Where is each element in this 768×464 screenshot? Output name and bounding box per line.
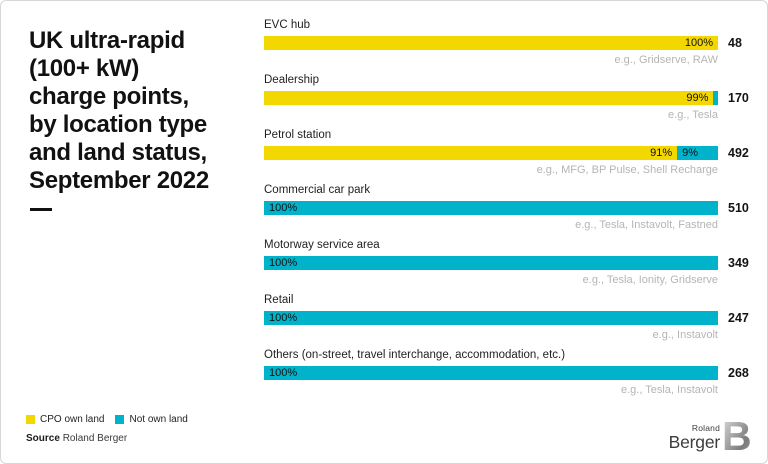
logo-wordmark: Roland Berger	[668, 423, 721, 452]
bar-row: EVC hub 100% 48 e.g., Gridserve, RAW	[264, 18, 764, 73]
bar-examples-text: e.g., Tesla	[668, 109, 718, 121]
segment-not-own-land: 100%	[264, 311, 718, 325]
legend-label: CPO own land	[40, 414, 105, 425]
bar-total-count: 510	[728, 201, 749, 215]
title-line: (100+ kW)	[29, 55, 140, 82]
bar-examples-text: e.g., Gridserve, RAW	[614, 54, 718, 66]
stacked-bar: 100%	[264, 201, 718, 215]
logo-mark-letter: B	[724, 418, 752, 454]
source-line: Source Roland Berger	[26, 432, 127, 445]
bar-total-count: 268	[728, 366, 749, 380]
title-line: and land status,	[29, 139, 207, 166]
logo-berger-text: Berger	[668, 431, 721, 452]
legend-swatch-blue	[115, 415, 125, 424]
logo-roland-text: Roland	[691, 423, 720, 433]
source-label: Source	[26, 433, 60, 444]
stacked-bar: 100%	[264, 366, 718, 380]
title-line: September 2022	[29, 167, 209, 194]
stacked-bar: 91% 9%	[264, 146, 718, 160]
bar-total-count: 48	[728, 36, 742, 50]
segment-percent-label: 100%	[269, 202, 298, 214]
legend: CPO own land Not own land	[26, 414, 188, 425]
bar-row: Petrol station 91% 9% 492 e.g., MFG, BP Puls…	[264, 128, 764, 183]
segment-not-own-land: 100%	[264, 366, 718, 380]
segment-percent-label: 100%	[684, 37, 713, 49]
bar-total-count: 170	[728, 91, 749, 105]
roland-berger-logo: Roland Berger B	[668, 418, 752, 454]
title-line: by location type	[29, 111, 207, 138]
chart-area: EVC hub 100% 48 e.g., Gridserve, RAW Dealers…	[264, 18, 764, 403]
segment-percent-label: 100%	[269, 312, 298, 324]
bar-category-label: Motorway service area	[264, 239, 380, 251]
segment-not-own-land: 100%	[264, 201, 718, 215]
stacked-bar: 100%	[264, 36, 718, 50]
stacked-bar: 99%	[264, 91, 718, 105]
bar-row: Motorway service area 100% 349 e.g., Tesla,…	[264, 238, 764, 293]
segment-not-own-land	[713, 91, 718, 105]
source-value: Roland Berger	[62, 433, 128, 444]
bar-row: Others (on-street, travel interchange, a…	[264, 348, 764, 403]
legend-swatch-yellow	[26, 415, 35, 424]
bar-row: Dealership 99% 170 e.g., Tesla	[264, 73, 764, 128]
bar-examples-text: e.g., Tesla, Instavolt	[620, 384, 718, 396]
legend-item-not-own-land: Not own land	[115, 414, 188, 425]
stacked-bar: 100%	[264, 311, 718, 325]
bar-category-label: Others (on-street, travel interchange, a…	[264, 349, 566, 361]
segment-percent-label: 99%	[686, 92, 709, 104]
roland-berger-b-mark-icon: B	[724, 418, 752, 454]
bar-category-label: Retail	[264, 294, 294, 306]
bar-total-count: 349	[728, 256, 749, 270]
segment-not-own-land: 9%	[677, 146, 718, 160]
segment-not-own-land: 100%	[264, 256, 718, 270]
stacked-bar: 100%	[264, 256, 718, 270]
bar-total-count: 492	[728, 146, 749, 160]
segment-cpo-own-land: 100%	[264, 36, 718, 50]
legend-item-cpo-own-land: CPO own land	[26, 414, 104, 425]
bar-row: Retail 100% 247 e.g., Instavolt	[264, 293, 764, 348]
title-line: UK ultra-rapid	[29, 27, 185, 54]
legend-label: Not own land	[129, 414, 188, 425]
segment-percent-label: 91%	[650, 147, 673, 159]
bar-examples-text: e.g., Instavolt	[652, 329, 718, 341]
bar-category-label: Petrol station	[264, 129, 332, 141]
bar-category-label: Commercial car park	[264, 184, 371, 196]
bar-total-count: 247	[728, 311, 749, 325]
segment-cpo-own-land: 99%	[264, 91, 714, 105]
page-title: UK ultra-rapid (100+ kW) charge points, …	[29, 27, 259, 211]
bar-category-label: EVC hub	[264, 19, 311, 31]
bar-rows: EVC hub 100% 48 e.g., Gridserve, RAW Dealers…	[264, 18, 764, 403]
bar-row: Commercial car park 100% 510 e.g., Tesla, I…	[264, 183, 764, 238]
segment-cpo-own-land: 91%	[264, 146, 678, 160]
bar-category-label: Dealership	[264, 74, 319, 86]
bar-examples-text: e.g., MFG, BP Pulse, Shell Recharge	[536, 164, 718, 176]
title-line: charge points,	[29, 83, 189, 110]
segment-percent-label: 100%	[269, 367, 298, 379]
segment-percent-label: 9%	[682, 147, 699, 159]
title-underline-dash	[30, 208, 52, 211]
bar-examples-text: e.g., Tesla, Ionity, Gridserve	[582, 274, 718, 286]
segment-percent-label: 100%	[269, 257, 298, 269]
bar-examples-text: e.g., Tesla, Instavolt, Fastned	[575, 219, 718, 231]
